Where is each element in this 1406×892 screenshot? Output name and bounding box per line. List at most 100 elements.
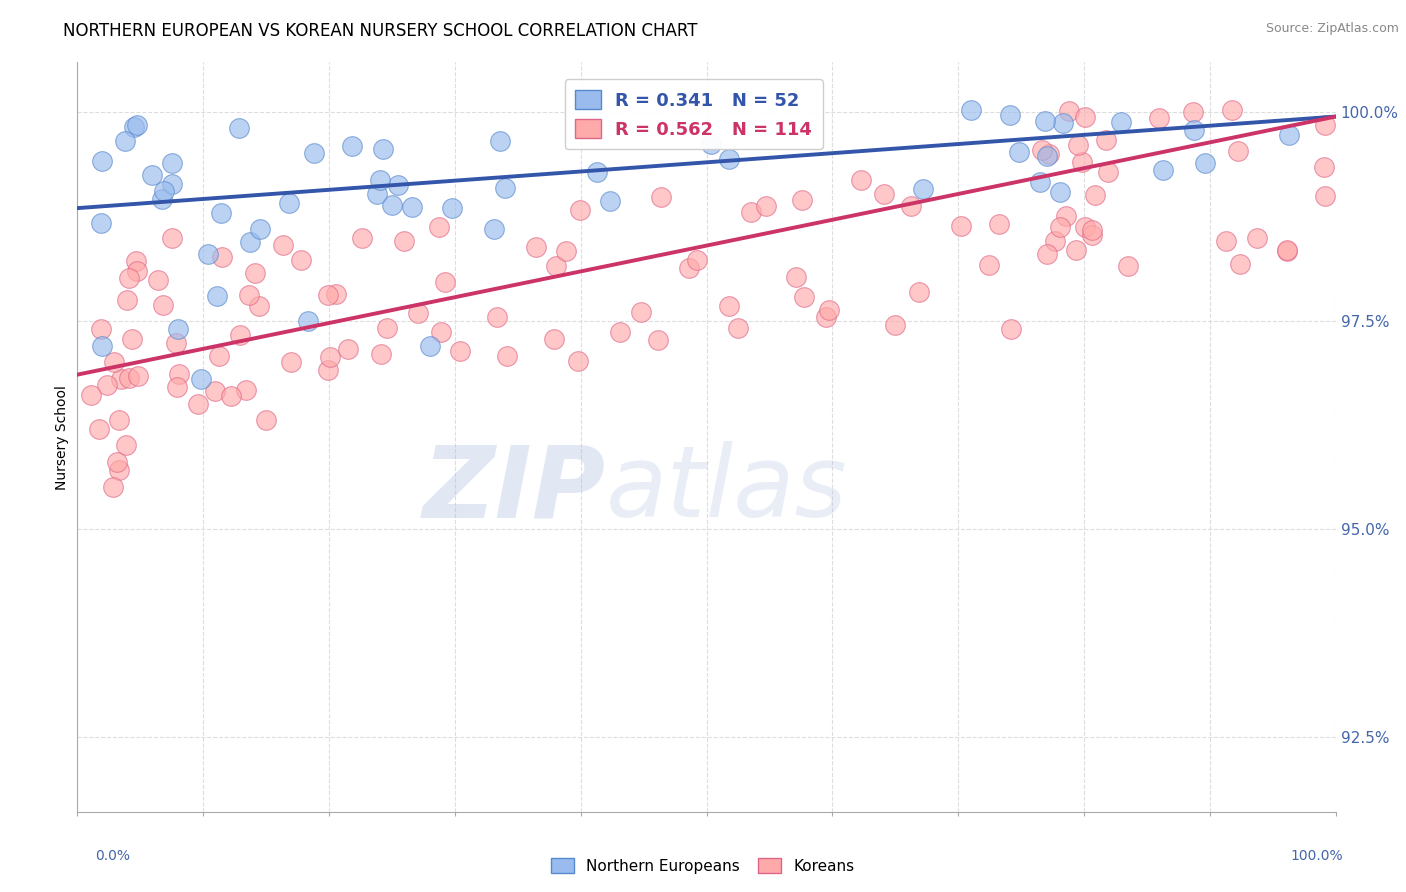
- Point: [122, 120, 145, 134]
- Point: [1036, 247, 1059, 261]
- Point: [785, 269, 807, 284]
- Text: 0.0%: 0.0%: [96, 849, 131, 863]
- Point: [197, 246, 219, 260]
- Point: [1277, 128, 1299, 143]
- Point: [543, 332, 565, 346]
- Point: [700, 136, 723, 151]
- Point: [818, 302, 841, 317]
- Point: [977, 258, 1000, 272]
- Point: [87, 422, 110, 436]
- Point: [115, 438, 138, 452]
- Point: [524, 240, 547, 254]
- Point: [290, 252, 312, 267]
- Point: [1246, 231, 1268, 245]
- Point: [568, 203, 591, 218]
- Point: [1067, 138, 1090, 153]
- Point: [1275, 243, 1298, 257]
- Point: [434, 275, 457, 289]
- Text: atlas: atlas: [606, 441, 848, 538]
- Point: [430, 325, 453, 339]
- Point: [793, 290, 815, 304]
- Legend: R = 0.341   N = 52, R = 0.562   N = 114: R = 0.341 N = 52, R = 0.562 N = 114: [565, 79, 823, 150]
- Point: [277, 195, 299, 210]
- Point: [121, 332, 143, 346]
- Point: [114, 134, 136, 148]
- Point: [884, 318, 907, 332]
- Point: [1184, 123, 1206, 137]
- Point: [988, 217, 1011, 231]
- Point: [125, 119, 148, 133]
- Point: [127, 368, 149, 383]
- Point: [450, 343, 472, 358]
- Point: [949, 219, 972, 234]
- Point: [101, 480, 124, 494]
- Point: [1049, 185, 1071, 199]
- Point: [1052, 116, 1074, 130]
- Point: [368, 173, 391, 187]
- Point: [494, 181, 516, 195]
- Point: [998, 108, 1021, 122]
- Point: [1008, 145, 1031, 159]
- Point: [150, 192, 173, 206]
- Point: [90, 216, 112, 230]
- Point: [316, 363, 339, 377]
- Point: [1315, 189, 1337, 203]
- Point: [1073, 220, 1095, 235]
- Point: [717, 152, 740, 166]
- Point: [1045, 234, 1067, 248]
- Legend: Northern Europeans, Koreans: Northern Europeans, Koreans: [546, 852, 860, 880]
- Point: [1220, 103, 1243, 117]
- Point: [872, 186, 894, 201]
- Point: [211, 250, 233, 264]
- Point: [207, 349, 229, 363]
- Point: [718, 300, 741, 314]
- Point: [373, 142, 395, 156]
- Point: [678, 261, 700, 276]
- Point: [254, 413, 277, 427]
- Point: [304, 145, 326, 160]
- Point: [1054, 209, 1077, 223]
- Point: [125, 264, 148, 278]
- Point: [190, 372, 212, 386]
- Point: [1313, 160, 1336, 174]
- Point: [1071, 155, 1094, 169]
- Point: [815, 310, 838, 324]
- Point: [238, 288, 260, 302]
- Point: [567, 353, 589, 368]
- Point: [1081, 223, 1104, 237]
- Y-axis label: Nursery School: Nursery School: [55, 384, 69, 490]
- Point: [169, 367, 191, 381]
- Point: [316, 287, 339, 301]
- Point: [650, 189, 672, 203]
- Point: [118, 371, 141, 385]
- Point: [209, 206, 232, 220]
- Point: [152, 298, 174, 312]
- Point: [280, 355, 302, 369]
- Point: [647, 333, 669, 347]
- Point: [235, 383, 257, 397]
- Point: [482, 221, 505, 235]
- Point: [1080, 227, 1102, 242]
- Point: [1194, 156, 1216, 170]
- Point: [108, 413, 131, 427]
- Point: [187, 397, 209, 411]
- Point: [900, 199, 922, 213]
- Point: [381, 198, 404, 212]
- Point: [204, 384, 226, 399]
- Point: [1033, 114, 1056, 128]
- Point: [247, 299, 270, 313]
- Point: [387, 178, 409, 192]
- Point: [153, 184, 176, 198]
- Point: [440, 201, 463, 215]
- Point: [336, 342, 359, 356]
- Point: [727, 321, 749, 335]
- Text: Source: ZipAtlas.com: Source: ZipAtlas.com: [1265, 22, 1399, 36]
- Point: [1084, 188, 1107, 202]
- Point: [392, 234, 415, 248]
- Point: [1029, 175, 1052, 189]
- Point: [1147, 112, 1170, 126]
- Point: [125, 254, 148, 268]
- Point: [96, 377, 118, 392]
- Point: [1226, 145, 1249, 159]
- Point: [599, 194, 621, 208]
